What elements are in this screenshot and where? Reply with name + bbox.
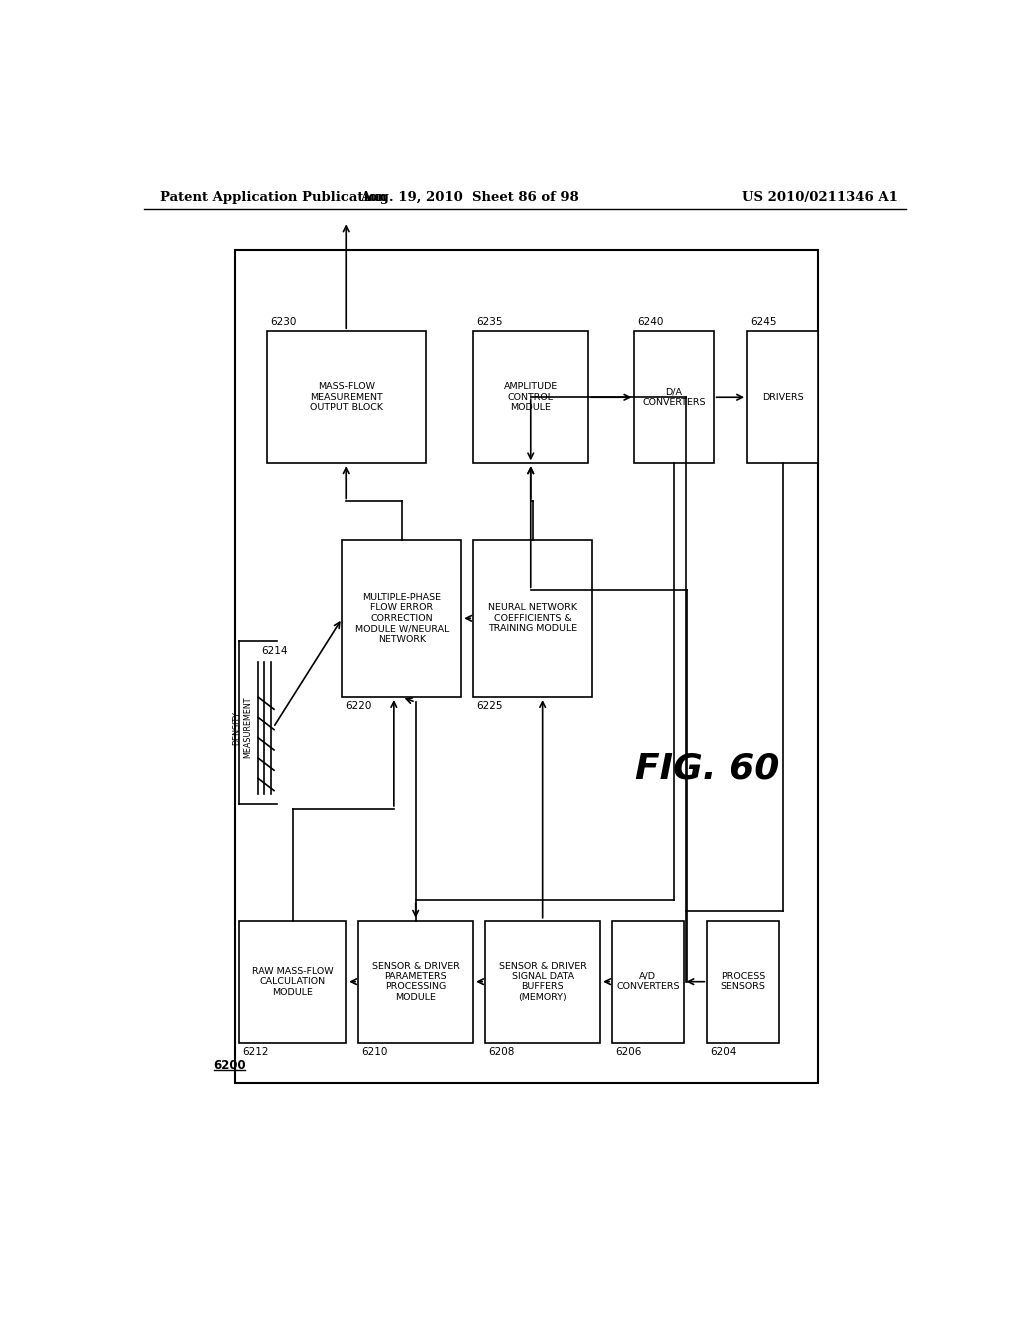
Text: 6235: 6235	[476, 317, 503, 327]
Text: NEURAL NETWORK
COEFFICIENTS &
TRAINING MODULE: NEURAL NETWORK COEFFICIENTS & TRAINING M…	[488, 603, 578, 634]
Text: 6204: 6204	[711, 1047, 737, 1057]
Text: D/A
CONVERTERS: D/A CONVERTERS	[642, 388, 706, 407]
Bar	[612, 921, 684, 1043]
Text: 6214: 6214	[261, 647, 288, 656]
Bar	[342, 540, 462, 697]
Text: 6220: 6220	[345, 701, 372, 711]
Text: Patent Application Publication: Patent Application Publication	[160, 190, 386, 203]
Bar	[473, 331, 588, 463]
Text: 6200: 6200	[214, 1059, 247, 1072]
Text: 6210: 6210	[361, 1047, 388, 1057]
Text: 6225: 6225	[476, 701, 503, 711]
Bar	[236, 249, 818, 1084]
Text: 6208: 6208	[488, 1047, 515, 1057]
Text: A/D
CONVERTERS: A/D CONVERTERS	[616, 972, 680, 991]
Bar	[473, 540, 592, 697]
Text: FIG. 60: FIG. 60	[635, 751, 779, 785]
Text: SENSOR & DRIVER
PARAMETERS
PROCESSING
MODULE: SENSOR & DRIVER PARAMETERS PROCESSING MO…	[372, 961, 460, 1002]
Text: Aug. 19, 2010  Sheet 86 of 98: Aug. 19, 2010 Sheet 86 of 98	[359, 190, 579, 203]
Text: MASS-FLOW
MEASUREMENT
OUTPUT BLOCK: MASS-FLOW MEASUREMENT OUTPUT BLOCK	[309, 383, 383, 412]
Text: MULTIPLE-PHASE
FLOW ERROR
CORRECTION
MODULE W/NEURAL
NETWORK: MULTIPLE-PHASE FLOW ERROR CORRECTION MOD…	[354, 593, 449, 644]
Text: PROCESS
SENSORS: PROCESS SENSORS	[721, 972, 766, 991]
Bar	[358, 921, 473, 1043]
Bar	[267, 331, 426, 463]
Text: 6230: 6230	[270, 317, 296, 327]
Text: DRIVERS: DRIVERS	[762, 393, 804, 401]
Bar	[240, 921, 346, 1043]
Bar	[485, 921, 600, 1043]
Text: 6212: 6212	[243, 1047, 268, 1057]
Text: AMPLITUDE
CONTROL
MODULE: AMPLITUDE CONTROL MODULE	[504, 383, 558, 412]
Text: RAW MASS-FLOW
CALCULATION
MODULE: RAW MASS-FLOW CALCULATION MODULE	[252, 966, 334, 997]
Text: 6245: 6245	[751, 317, 776, 327]
Text: SENSOR & DRIVER
SIGNAL DATA
BUFFERS
(MEMORY): SENSOR & DRIVER SIGNAL DATA BUFFERS (MEM…	[499, 961, 587, 1002]
Text: US 2010/0211346 A1: US 2010/0211346 A1	[742, 190, 898, 203]
Text: DENSITY
MEASUREMENT: DENSITY MEASUREMENT	[232, 697, 252, 758]
Text: 6240: 6240	[638, 317, 664, 327]
Bar	[708, 921, 778, 1043]
Bar	[634, 331, 714, 463]
Text: 6206: 6206	[615, 1047, 642, 1057]
Bar	[748, 331, 818, 463]
